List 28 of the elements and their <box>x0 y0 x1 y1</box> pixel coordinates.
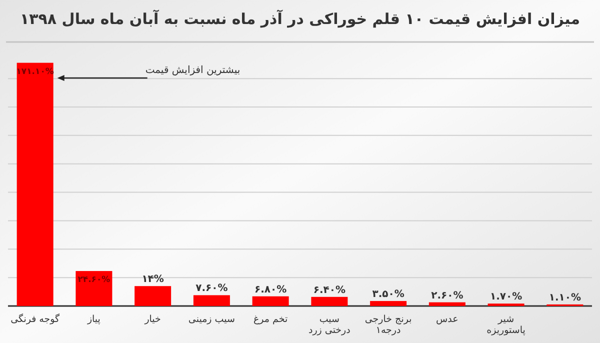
x-tick-label: گوجه فرنگی <box>10 313 60 325</box>
data-label: ۶.۴۰% <box>313 284 346 296</box>
x-tick-label: تخم مرغ <box>254 314 288 325</box>
x-tick-label: خیار <box>144 314 162 325</box>
data-label: ۲.۶۰% <box>431 290 464 302</box>
x-tick-label: سیب درختی زرد <box>308 314 350 336</box>
annotation: بیشترین افزایش قیمت <box>145 65 240 76</box>
x-tick-label: پیاز <box>86 314 101 325</box>
chart-title: میزان افزایش قیمت ۱۰ قلم خوراکی در آذر ماه نسبت به آبان ماه سال ۱۳۹۸ <box>20 9 580 28</box>
data-label: ۳.۵۰% <box>372 289 404 300</box>
x-tick-label: عدس <box>436 314 458 325</box>
bar <box>428 302 466 306</box>
data-label: ۶.۸۰% <box>254 284 287 296</box>
x-tick-label: برنج خارجی درجه۱ <box>364 314 412 336</box>
bar <box>16 62 54 306</box>
data-label: ۲۴.۶۰% <box>78 275 111 286</box>
x-tick-label: شیر پاستوریزه <box>486 314 526 336</box>
data-label: ۱.۱۰% <box>548 292 581 304</box>
data-label: ۷.۶۰% <box>196 283 228 294</box>
data-label: ۱.۷۰% <box>490 292 522 303</box>
bar <box>311 296 348 306</box>
bar <box>252 296 289 306</box>
data-label: ۱۴% <box>142 274 164 286</box>
bar <box>193 295 230 306</box>
bar <box>134 286 172 306</box>
x-tick-label: سیب زمینی <box>188 314 235 325</box>
bar <box>76 271 112 306</box>
bar <box>370 301 407 306</box>
